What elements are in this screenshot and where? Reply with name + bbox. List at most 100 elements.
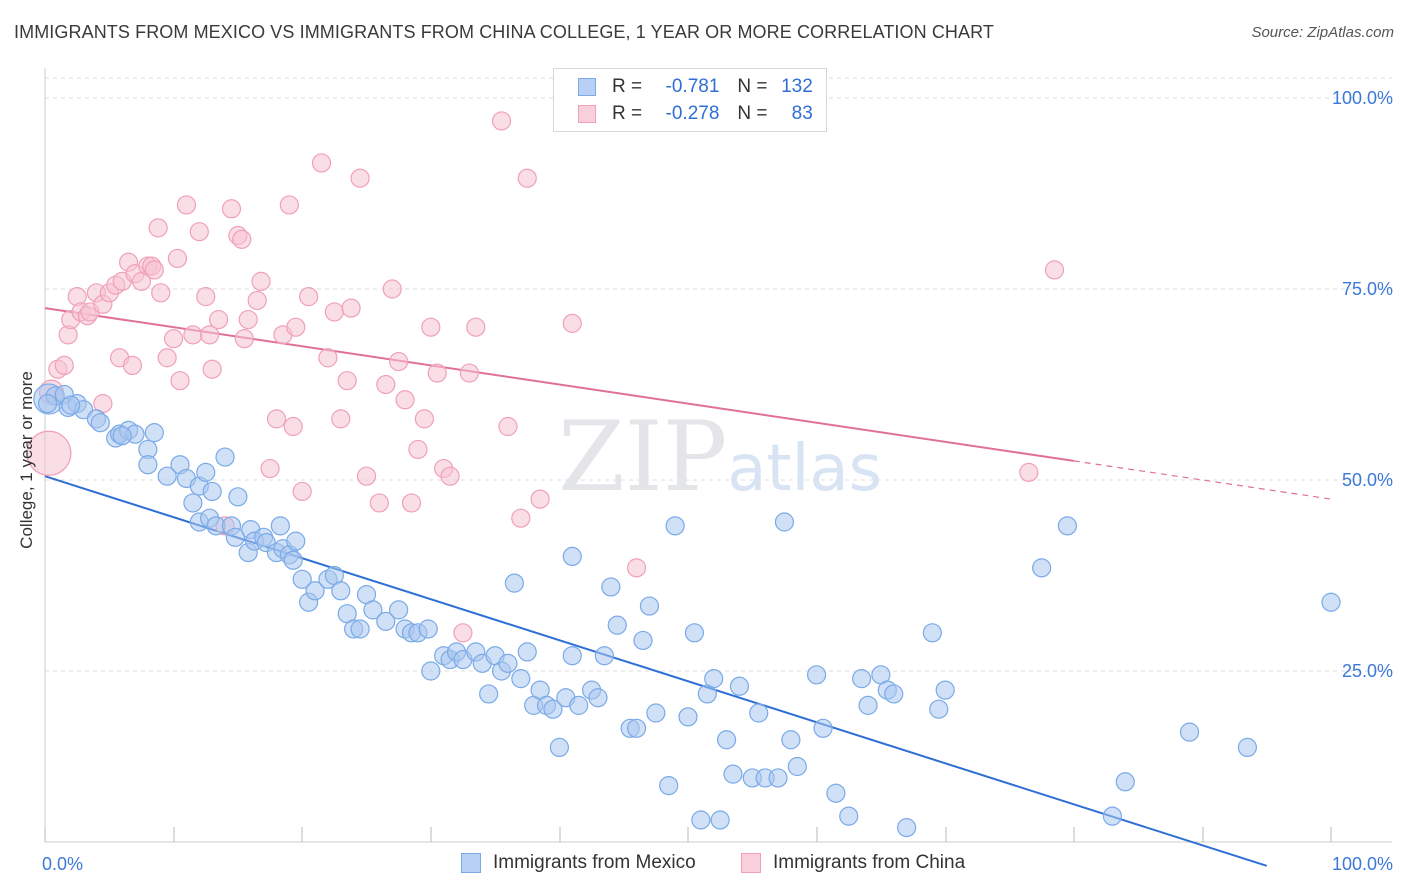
data-point-china (453, 623, 473, 643)
legend-swatch-china (741, 853, 761, 873)
data-point-mexico (331, 581, 351, 601)
data-point-mexico (112, 426, 132, 446)
data-point-mexico (884, 684, 904, 704)
data-point-mexico (286, 531, 306, 551)
data-point-mexico (350, 619, 370, 639)
legend-label-china: Immigrants from China (773, 852, 966, 873)
data-point-china (122, 355, 143, 375)
data-point-china (459, 363, 479, 383)
data-point-mexico (787, 756, 807, 777)
data-point-china (176, 195, 197, 215)
data-point-china (148, 218, 168, 238)
data-point-mexico (305, 581, 325, 601)
data-point-mexico (691, 810, 711, 830)
data-point-china (337, 371, 357, 391)
data-points (26, 111, 1341, 838)
series-legend: Immigrants from Mexico Immigrants from C… (0, 852, 1406, 878)
data-point-mexico (215, 447, 235, 467)
data-point-mexico (852, 669, 872, 689)
data-point-china (369, 493, 389, 513)
data-point-mexico (376, 611, 396, 631)
data-point-china (157, 348, 177, 368)
data-point-mexico (858, 695, 878, 715)
data-point-mexico (504, 573, 524, 593)
legend-r-label: R = (612, 76, 643, 97)
data-point-mexico (498, 653, 518, 673)
data-point-china (200, 325, 220, 345)
watermark-zip: ZIP (558, 401, 727, 513)
data-point-china (260, 458, 280, 479)
data-point-mexico (61, 395, 81, 415)
legend-r-label: R = (612, 103, 643, 124)
data-point-mexico (138, 455, 158, 475)
data-point-mexico (607, 615, 627, 635)
data-point-china (26, 430, 72, 476)
x-tick-label: 100.0% (1332, 854, 1393, 874)
data-point-mexico (710, 810, 730, 830)
source-credit: Source: ZipAtlas.com (1251, 24, 1394, 41)
data-point-mexico (781, 730, 801, 750)
data-point-china (421, 317, 441, 337)
data-point-mexico (826, 783, 846, 803)
data-point-mexico (389, 600, 409, 620)
trend-lines (44, 307, 1332, 867)
data-point-mexico (768, 768, 788, 788)
data-point-mexico (588, 688, 608, 708)
data-point-mexico (897, 818, 917, 838)
legend-label-mexico: Immigrants from Mexico (493, 852, 696, 873)
data-point-mexico (626, 718, 647, 738)
data-point-mexico (157, 466, 177, 486)
data-point-mexico (549, 737, 570, 758)
data-point-china (626, 558, 647, 578)
data-point-china (1044, 260, 1065, 280)
data-point-mexico (1237, 737, 1258, 758)
data-point-mexico (144, 423, 164, 443)
data-point-mexico (292, 569, 312, 589)
data-point-mexico (270, 516, 290, 536)
y-axis-label: College, 1 year or more (17, 371, 36, 549)
data-point-china (238, 309, 258, 330)
data-point-mexico (1179, 722, 1200, 742)
data-point-china (54, 355, 74, 375)
y-tick-label: 25.0% (1342, 661, 1393, 681)
data-point-mexico (716, 730, 737, 750)
data-point-china (1019, 462, 1039, 482)
data-point-mexico (665, 516, 685, 536)
data-point-china (356, 466, 377, 486)
y-tick-label: 50.0% (1342, 470, 1393, 490)
legend-swatch-mexico (578, 78, 596, 96)
legend-r-value: -0.278 (665, 103, 720, 124)
data-point-china (382, 279, 402, 299)
data-point-china (408, 439, 428, 460)
data-point-china (318, 348, 338, 368)
data-point-china (164, 329, 184, 349)
legend-item-mexico: Immigrants from Mexico (461, 852, 696, 874)
data-point-china (283, 416, 303, 437)
data-point-mexico (196, 462, 216, 482)
data-point-mexico (562, 546, 582, 567)
data-point-mexico (283, 550, 303, 570)
data-point-mexico (1057, 516, 1077, 536)
x-tick-label: 0.0% (42, 854, 83, 874)
data-point-mexico (929, 699, 949, 719)
data-point-mexico (806, 665, 827, 685)
data-point-china (491, 111, 512, 131)
data-point-mexico (729, 676, 750, 696)
data-point-mexico (659, 775, 679, 796)
data-point-china (251, 271, 271, 291)
data-point-china (299, 287, 319, 307)
correlation-legend: R = -0.781 N = 132 R = -0.278 N = 83 (553, 68, 827, 132)
data-point-mexico (678, 707, 698, 727)
data-point-mexico (839, 806, 859, 826)
data-point-china (209, 309, 229, 330)
legend-n-label: N = (737, 76, 768, 97)
data-point-mexico (90, 413, 110, 433)
data-point-mexico (1115, 772, 1135, 792)
data-point-mexico (646, 703, 666, 723)
y-tick-label: 100.0% (1332, 88, 1393, 108)
legend-n-value: 132 (781, 76, 813, 97)
data-point-china (389, 351, 409, 372)
data-point-china (167, 248, 188, 269)
data-point-china (144, 260, 164, 280)
data-point-china (395, 390, 415, 410)
